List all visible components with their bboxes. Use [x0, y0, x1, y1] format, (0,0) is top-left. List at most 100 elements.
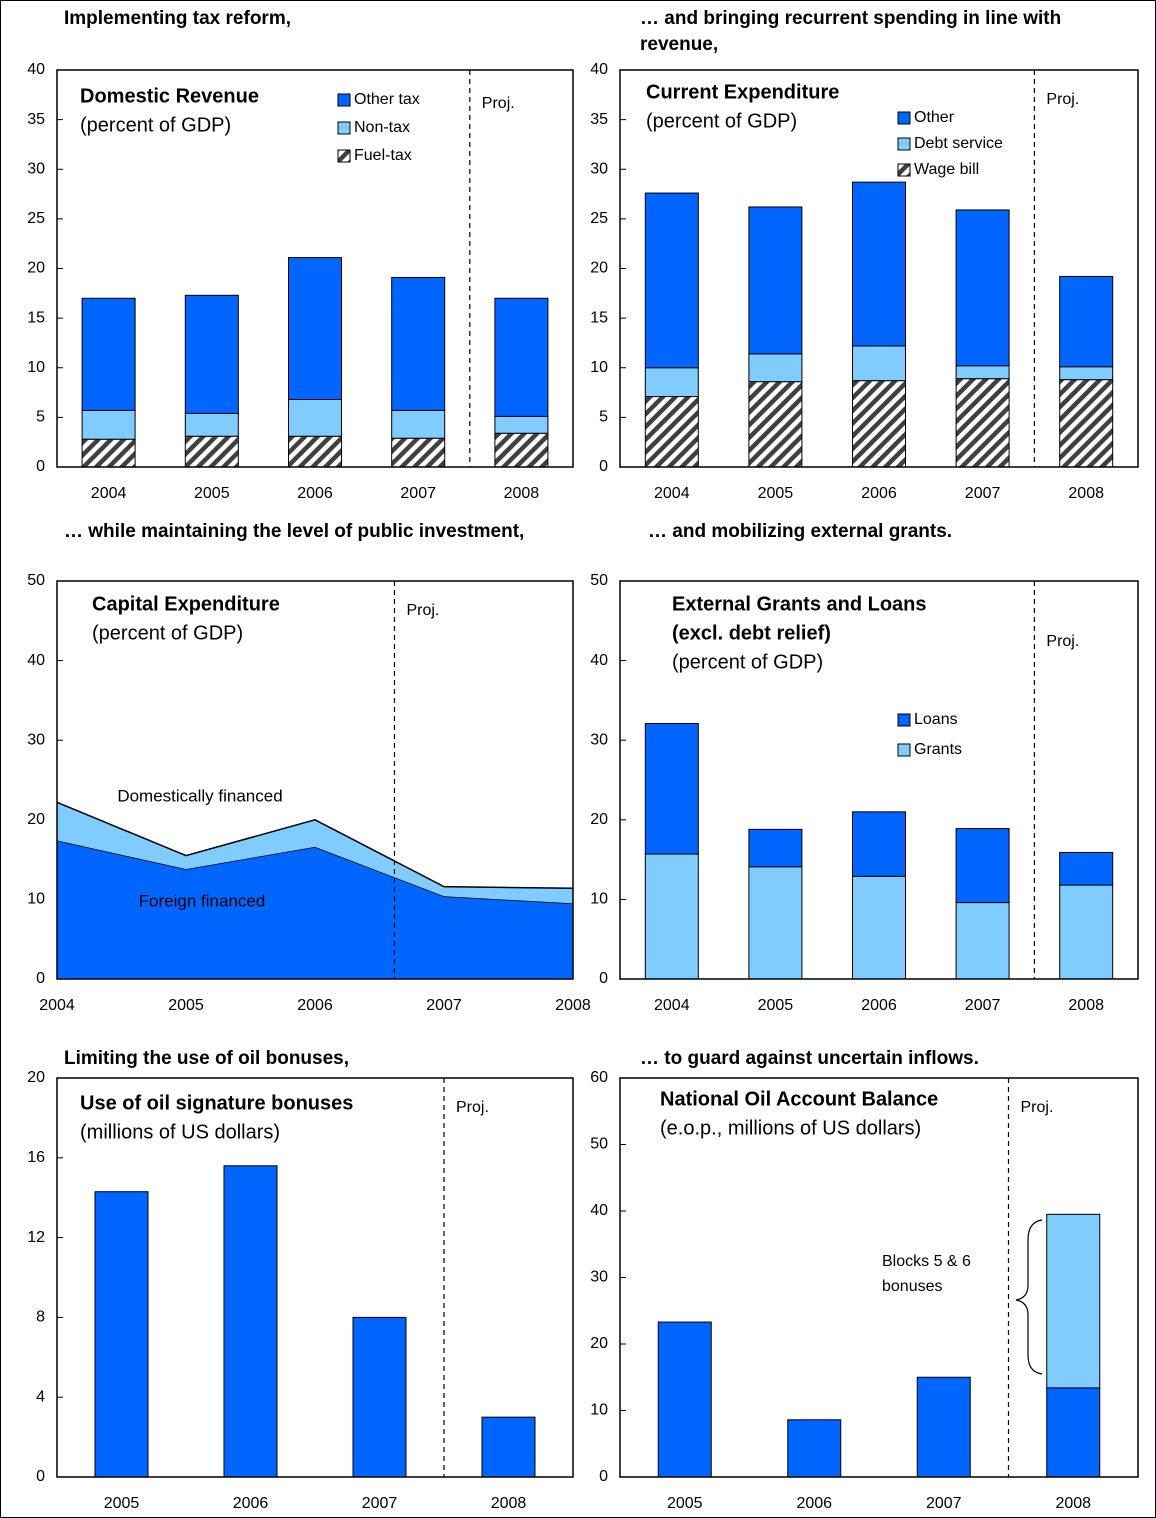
x-tick-label: 2008: [1068, 485, 1104, 502]
bar-segment: [748, 206, 803, 355]
bar-segment: [1046, 1213, 1101, 1389]
y-tick-label: 10: [27, 891, 45, 908]
y-tick-label: 20: [590, 811, 608, 828]
legend-label: Other tax: [354, 91, 420, 108]
bar-segment: [955, 828, 1010, 904]
y-tick-label: 10: [590, 891, 608, 908]
x-tick-label: 2007: [965, 485, 1001, 502]
bar-segment: [852, 181, 906, 347]
x-tick-label: 2006: [297, 485, 333, 502]
y-tick-label: 0: [36, 458, 45, 475]
bar-segment: [955, 378, 1010, 468]
y-tick-label: 16: [27, 1149, 45, 1166]
bar-segment: [657, 1321, 712, 1478]
legend-label: Non-tax: [354, 119, 410, 136]
legend-label: Wage bill: [914, 161, 979, 178]
panel-headline: … and mobilizing external grants.: [648, 521, 953, 542]
panel-headline: … while maintaining the level of public …: [64, 521, 525, 542]
bar-segment: [787, 1419, 842, 1478]
x-tick-label: 2007: [362, 1495, 398, 1512]
y-tick-label: 10: [590, 359, 608, 376]
y-tick-label: 5: [36, 409, 45, 426]
y-tick-label: 50: [590, 572, 608, 589]
x-tick-label: 2005: [104, 1495, 140, 1512]
x-tick-label: 2004: [654, 485, 690, 502]
unit-label: (e.o.p., millions of US dollars): [660, 1117, 921, 1139]
y-tick-label: 12: [27, 1229, 45, 1246]
bar-segment: [81, 297, 136, 411]
unit-label: (millions of US dollars): [80, 1121, 280, 1143]
legend-label: Loans: [914, 711, 958, 728]
legend-swatch: [337, 93, 351, 107]
projection-label: Proj.: [456, 1099, 489, 1116]
y-tick-label: 10: [590, 1402, 608, 1419]
y-tick-label: 20: [27, 811, 45, 828]
projection-label: Proj.: [406, 602, 439, 619]
x-tick-label: 2007: [926, 1495, 962, 1512]
x-tick-label: 2006: [861, 485, 897, 502]
bar-segment: [481, 1416, 536, 1478]
bar-segment: [94, 1191, 149, 1478]
area: [57, 840, 573, 979]
y-tick-label: 60: [590, 1069, 608, 1086]
bar-segment: [644, 367, 699, 398]
bar-segment: [223, 1165, 278, 1478]
plot-frame: [619, 1077, 1139, 1478]
legend-label: Other: [914, 109, 955, 126]
bar-segment: [644, 853, 699, 980]
bar-segment: [1059, 275, 1114, 368]
bar-segment: [494, 297, 549, 417]
bar-segment: [288, 435, 342, 468]
unit-label: (percent of GDP): [672, 651, 823, 673]
x-tick-label: 2004: [39, 997, 75, 1014]
inner-title: (excl. debt relief): [672, 622, 831, 644]
unit-label: (percent of GDP): [92, 622, 243, 644]
plot-frame: [56, 580, 574, 980]
bar-segment: [1059, 851, 1114, 886]
brace: [1015, 1219, 1043, 1375]
y-tick-label: 5: [599, 409, 608, 426]
bar-segment: [916, 1376, 971, 1478]
bar-segment: [288, 257, 342, 401]
legend-swatch: [897, 713, 911, 727]
x-tick-label: 2008: [504, 485, 540, 502]
x-tick-label: 2005: [194, 485, 230, 502]
bar-segment: [644, 192, 699, 369]
projection-label: Proj.: [1046, 91, 1079, 108]
bar-segment: [184, 412, 239, 437]
y-tick-label: 4: [36, 1388, 45, 1405]
unit-label: (percent of GDP): [646, 110, 797, 132]
bar-segment: [494, 432, 549, 468]
panel-headline: … and bringing recurrent spending in lin…: [640, 8, 1062, 55]
x-tick-label: 2005: [758, 997, 794, 1014]
x-tick-label: 2008: [1055, 1495, 1091, 1512]
annotation: Blocks 5 & 6: [882, 1253, 971, 1270]
bar-segment: [955, 209, 1010, 367]
x-tick-label: 2007: [426, 997, 462, 1014]
y-tick-label: 25: [590, 210, 608, 227]
bar-segment: [1059, 884, 1114, 980]
legend-swatch: [897, 743, 911, 757]
y-tick-label: 50: [590, 1136, 608, 1153]
y-tick-label: 15: [590, 309, 608, 326]
y-tick-label: 40: [590, 652, 608, 669]
y-tick-label: 40: [590, 61, 608, 78]
legend-label: Debt service: [914, 135, 1003, 152]
bar-segment: [852, 380, 906, 468]
y-tick-label: 40: [27, 61, 45, 78]
x-tick-label: 2007: [400, 485, 436, 502]
inner-title: National Oil Account Balance: [660, 1088, 938, 1110]
legend-swatch: [337, 149, 351, 163]
bar-segment: [184, 435, 239, 468]
y-tick-label: 8: [36, 1309, 45, 1326]
bar-segment: [391, 409, 446, 439]
x-tick-label: 2007: [965, 997, 1001, 1014]
bar-segment: [1059, 379, 1114, 468]
y-tick-label: 30: [590, 160, 608, 177]
x-tick-label: 2006: [297, 997, 333, 1014]
plot-frame: [619, 580, 1139, 980]
bar-segment: [81, 409, 136, 440]
bar-segment: [852, 811, 906, 877]
panel-headline: Limiting the use of oil bonuses,: [64, 1048, 350, 1069]
y-tick-label: 30: [590, 1269, 608, 1286]
